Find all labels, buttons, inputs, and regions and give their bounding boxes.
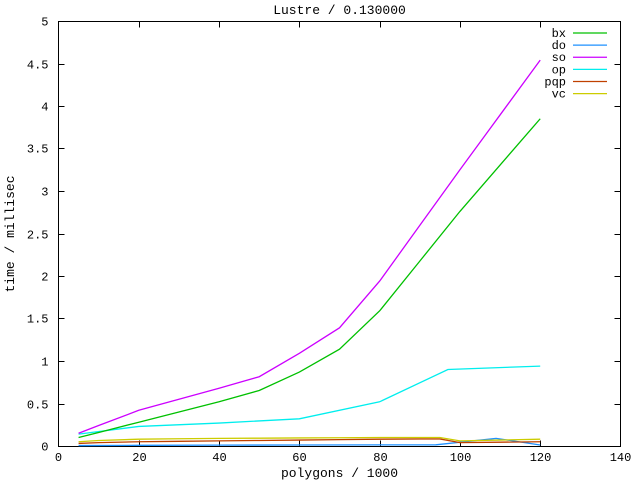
svg-text:1: 1	[41, 356, 48, 370]
svg-text:4.5: 4.5	[27, 59, 49, 73]
svg-text:5: 5	[41, 16, 48, 30]
svg-text:40: 40	[212, 451, 226, 465]
svg-text:140: 140	[610, 451, 632, 465]
svg-text:polygons / 1000: polygons / 1000	[281, 466, 398, 480]
svg-text:0: 0	[55, 451, 62, 465]
svg-text:2.5: 2.5	[27, 229, 49, 243]
svg-text:100: 100	[450, 451, 472, 465]
svg-text:120: 120	[530, 451, 552, 465]
svg-text:3.5: 3.5	[27, 143, 49, 157]
svg-text:vc: vc	[552, 88, 566, 102]
svg-text:20: 20	[132, 451, 146, 465]
svg-text:0: 0	[41, 441, 48, 455]
svg-text:4: 4	[41, 101, 48, 115]
svg-text:80: 80	[373, 451, 387, 465]
svg-text:1.5: 1.5	[27, 313, 49, 327]
svg-text:time / millisec: time / millisec	[3, 175, 18, 292]
svg-text:2: 2	[41, 271, 48, 285]
svg-text:Lustre / 0.130000: Lustre / 0.130000	[273, 3, 406, 18]
svg-text:0.5: 0.5	[27, 399, 49, 413]
svg-text:60: 60	[292, 451, 306, 465]
svg-text:3: 3	[41, 186, 48, 200]
